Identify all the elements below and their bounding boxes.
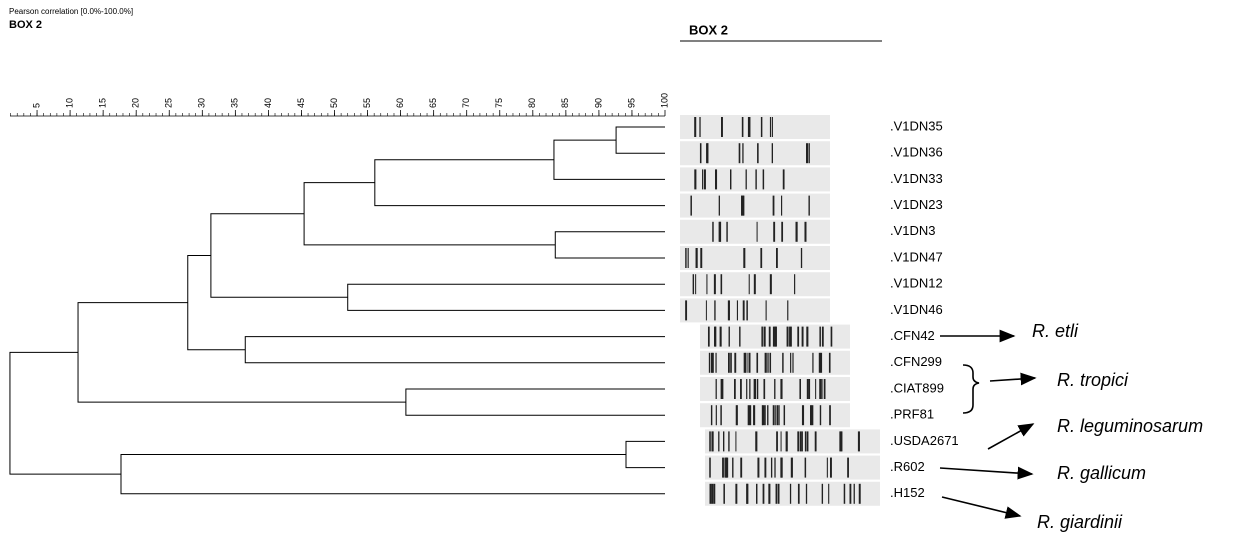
species-label: R. tropici bbox=[1057, 370, 1129, 390]
merge bbox=[554, 140, 665, 179]
arrows bbox=[940, 336, 1035, 516]
merge bbox=[188, 256, 246, 350]
x-tick-label: 20 bbox=[131, 98, 141, 108]
merge bbox=[626, 441, 665, 467]
leaf-label: .V1DN36 bbox=[890, 145, 943, 160]
title: BOX 2 bbox=[9, 19, 42, 31]
leaf-label: .V1DN33 bbox=[890, 171, 943, 186]
merge bbox=[375, 160, 665, 206]
merge bbox=[406, 389, 665, 415]
x-tick-label: 65 bbox=[428, 98, 438, 108]
x-tick-label: 85 bbox=[560, 98, 570, 108]
merge bbox=[348, 284, 665, 310]
species-label: R. etli bbox=[1032, 321, 1079, 341]
merge bbox=[304, 183, 555, 245]
gel-lane bbox=[680, 194, 830, 218]
merge bbox=[616, 127, 665, 153]
x-tick-label: 60 bbox=[395, 98, 405, 108]
gel-lane bbox=[700, 351, 850, 375]
leaf-label: .PRF81 bbox=[890, 407, 934, 422]
gel-lane bbox=[680, 298, 830, 322]
x-tick-label: 30 bbox=[197, 98, 207, 108]
merge bbox=[10, 352, 121, 474]
leaf-label: .V1DN47 bbox=[890, 249, 943, 264]
gel-lane bbox=[680, 246, 830, 270]
leaf-label: .V1DN3 bbox=[890, 223, 936, 238]
figure: Pearson correlation [0.0%-100.0%] BOX 2 … bbox=[0, 0, 1249, 536]
x-tick-label: 100 bbox=[659, 93, 669, 108]
gel-lane bbox=[705, 429, 880, 453]
merge bbox=[555, 232, 665, 258]
leaf-label: .V1DN23 bbox=[890, 197, 943, 212]
merge bbox=[121, 455, 665, 494]
leaf-label: .CIAT899 bbox=[890, 380, 944, 395]
x-tick-label: 40 bbox=[263, 98, 273, 108]
gel-lane bbox=[680, 220, 830, 244]
x-tick-label: 95 bbox=[626, 98, 636, 108]
x-tick-label: 80 bbox=[527, 98, 537, 108]
merge bbox=[245, 337, 665, 363]
x-tick-label: 15 bbox=[98, 98, 108, 108]
leaf-label: .CFN42 bbox=[890, 328, 935, 343]
x-tick-label: 5 bbox=[31, 103, 41, 108]
leaf-label: .H152 bbox=[890, 485, 925, 500]
gel-title: BOX 2 bbox=[689, 22, 728, 37]
x-tick-label: 70 bbox=[461, 98, 471, 108]
species-label: R. leguminosarum bbox=[1057, 416, 1203, 436]
leaf-label: .USDA2671 bbox=[890, 433, 959, 448]
merge bbox=[78, 303, 406, 402]
species-label: R. giardinii bbox=[1037, 512, 1123, 532]
leaf-label: .V1DN12 bbox=[890, 276, 943, 291]
x-tick-label: 75 bbox=[494, 98, 504, 108]
leaf-label: .CFN299 bbox=[890, 354, 942, 369]
gel-lanes bbox=[680, 115, 880, 506]
leaf-label: .V1DN35 bbox=[890, 118, 943, 133]
x-tick-label: 35 bbox=[230, 98, 240, 108]
subtitle: Pearson correlation [0.0%-100.0%] bbox=[9, 7, 133, 16]
x-tick-label: 90 bbox=[593, 98, 603, 108]
x-tick-label: 10 bbox=[64, 98, 74, 108]
leaf-label: .R602 bbox=[890, 459, 925, 474]
species-label: R. gallicum bbox=[1057, 463, 1146, 483]
x-tick-label: 45 bbox=[296, 98, 306, 108]
leaf-label: .V1DN46 bbox=[890, 302, 943, 317]
x-tick-label: 25 bbox=[164, 98, 174, 108]
gel-lane bbox=[680, 115, 830, 139]
x-tick-label: 50 bbox=[329, 98, 339, 108]
x-tick-label: 55 bbox=[362, 98, 372, 108]
merge bbox=[211, 214, 348, 298]
